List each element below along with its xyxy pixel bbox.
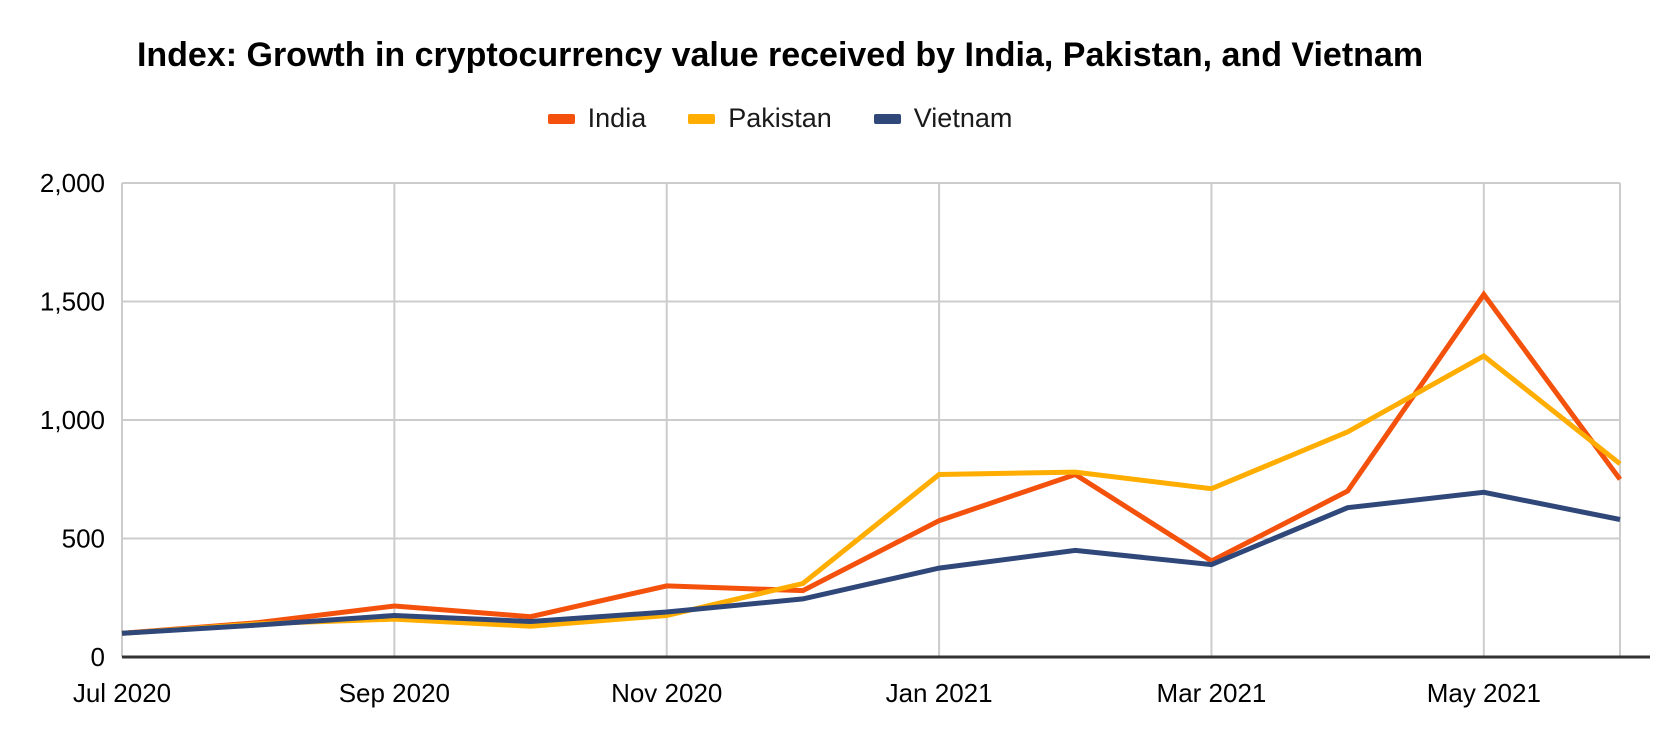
y-axis-tick-label: 500	[62, 524, 105, 554]
chart-title: Index: Growth in cryptocurrency value re…	[136, 36, 1424, 74]
legend-item-vietnam: Vietnam	[873, 103, 1013, 134]
x-axis-tick-label: Mar 2021	[1157, 678, 1267, 708]
vietnam-series-line	[121, 489, 1621, 636]
legend-item-pakistan: Pakistan	[688, 103, 832, 134]
x-axis-tick-label: Sep 2020	[339, 678, 450, 708]
x-axis-tick-label: Nov 2020	[611, 678, 722, 708]
x-axis-tick-label: May 2021	[1427, 678, 1541, 708]
pakistan-series-swatch-icon	[688, 113, 716, 124]
y-axis-tick-label: 0	[91, 642, 105, 672]
legend-item-india: India	[547, 103, 647, 134]
chart-header: Index: Growth in cryptocurrency value re…	[0, 36, 1560, 75]
india-series-swatch-icon	[547, 113, 575, 124]
y-axis-tick-label: 2,000	[40, 168, 105, 198]
vietnam-series-swatch-icon	[873, 113, 901, 124]
legend-label-india: India	[587, 103, 647, 133]
pakistan-series-line	[121, 353, 1622, 636]
chart-legend: India Pakistan Vietnam	[0, 103, 1560, 134]
x-axis-tick-label: Jan 2021	[886, 678, 993, 708]
legend-label-pakistan: Pakistan	[728, 103, 832, 133]
india-series-line	[121, 290, 1623, 636]
x-axis-tick-label: Jul 2020	[73, 678, 171, 708]
legend-label-vietnam: Vietnam	[913, 103, 1013, 133]
y-axis-tick-label: 1,000	[40, 405, 105, 435]
y-axis-tick-label: 1,500	[40, 287, 105, 317]
